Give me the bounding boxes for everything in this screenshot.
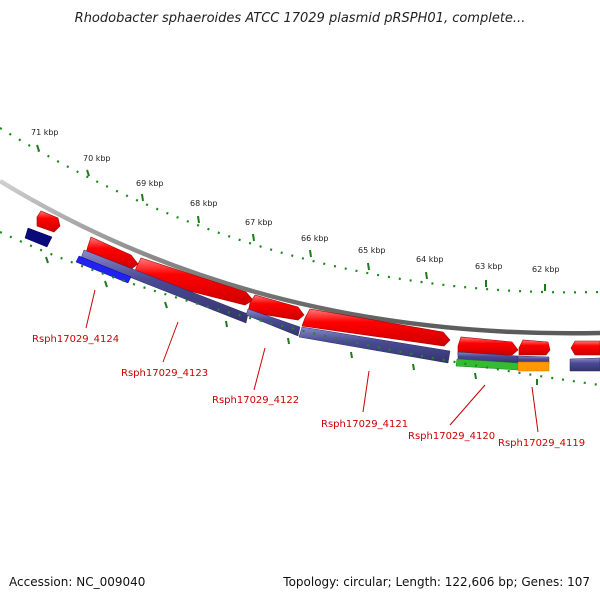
kbp-label: 66 kbp — [301, 234, 329, 243]
gene-label-rsph17029-4122[interactable]: Rsph17029_4122 — [212, 395, 299, 406]
feature-bar-orange[interactable] — [517, 361, 550, 372]
gene-label-rsph17029-4120[interactable]: Rsph17029_4120 — [408, 431, 495, 442]
backbone-ring — [0, 179, 600, 336]
gene-arrow[interactable] — [570, 340, 600, 356]
leader-line — [162, 321, 179, 363]
gene-label-rsph17029-4121[interactable]: Rsph17029_4121 — [321, 419, 408, 430]
gene-label-rsph17029-4124[interactable]: Rsph17029_4124 — [32, 334, 119, 345]
cds-track — [24, 227, 600, 372]
gene-label-rsph17029-4123[interactable]: Rsph17029_4123 — [121, 368, 208, 379]
leader-line — [253, 347, 266, 391]
gene-arrow[interactable] — [518, 339, 551, 356]
cds-bar[interactable] — [245, 308, 301, 337]
kbp-label: 65 kbp — [358, 246, 386, 255]
kbp-label: 70 kbp — [83, 154, 111, 163]
genome-summary-text: Topology: circular; Length: 122,606 bp; … — [282, 575, 590, 589]
inner-scale-ring — [0, 231, 600, 387]
leader-line — [449, 384, 486, 426]
cds-bar[interactable] — [75, 255, 132, 284]
kbp-label: 63 kbp — [475, 262, 503, 271]
kbp-label: 64 kbp — [416, 255, 444, 264]
kbp-label: 69 kbp — [136, 179, 164, 188]
gene-label-rsph17029-4119[interactable]: Rsph17029_4119 — [498, 438, 585, 449]
gene-arrow[interactable] — [301, 308, 451, 347]
accession-text: Accession: NC_009040 — [9, 575, 145, 589]
kbp-label: 71 kbp — [31, 128, 59, 137]
kbp-label: 62 kbp — [532, 265, 560, 274]
cds-bar[interactable] — [569, 357, 600, 372]
leader-line — [85, 289, 96, 329]
leader-line — [362, 370, 370, 413]
label-leaders — [85, 289, 539, 433]
cds-bar[interactable] — [298, 326, 451, 364]
kbp-label: 67 kbp — [245, 218, 273, 227]
kbp-labels: 71 kbp 70 kbp 69 kbp 68 kbp 67 kbp 66 kb… — [31, 128, 560, 274]
leader-line — [531, 386, 539, 433]
kbp-label: 68 kbp — [190, 199, 218, 208]
gene-labels: Rsph17029_4124 Rsph17029_4123 Rsph17029_… — [32, 334, 585, 449]
gene-arrow[interactable] — [36, 210, 61, 233]
gene-arrow[interactable] — [457, 336, 519, 356]
outer-scale-ring — [0, 127, 600, 294]
map-title: Rhodobacter sphaeroides ATCC 17029 plasm… — [75, 11, 526, 26]
cds-bar[interactable] — [24, 227, 53, 248]
